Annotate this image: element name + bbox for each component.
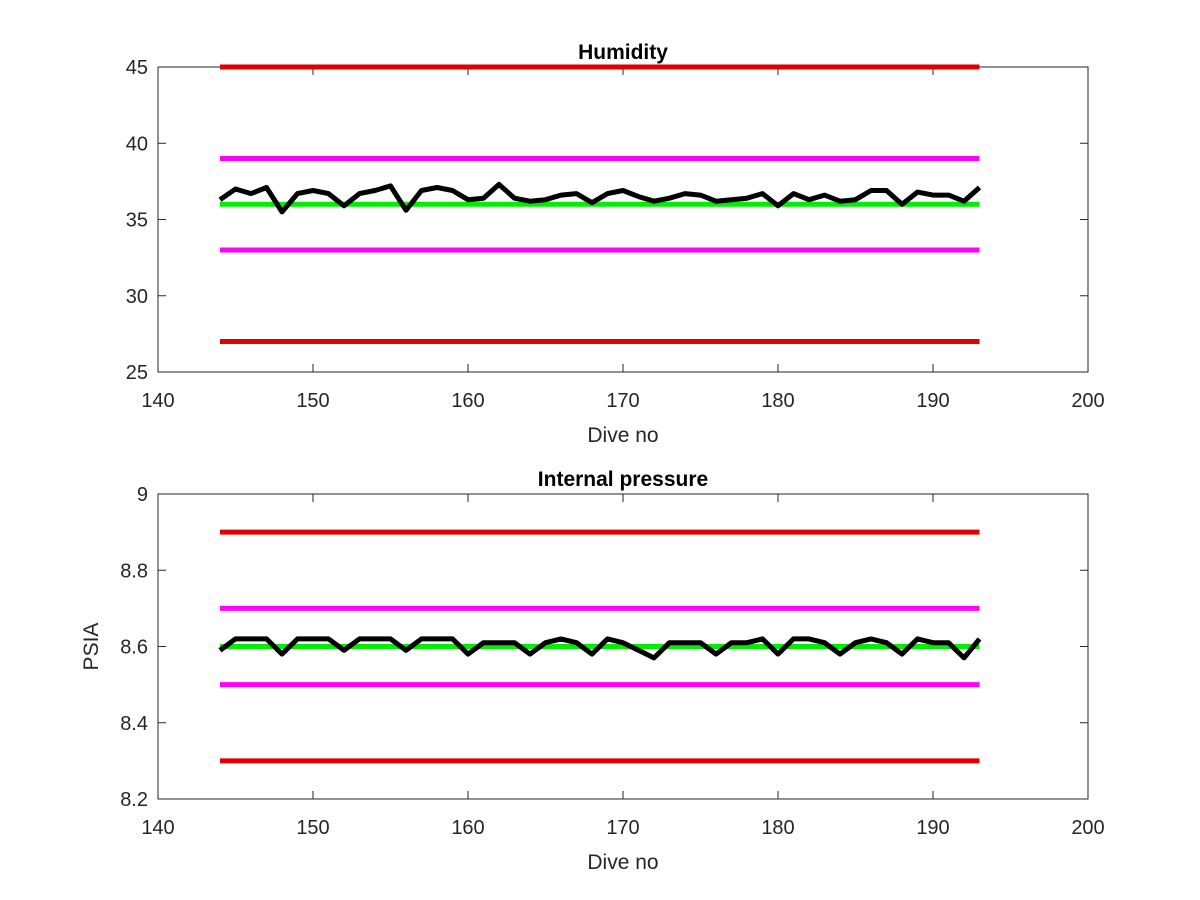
x-tick-label: 180 (761, 817, 794, 839)
y-tick-label: 8.6 (120, 637, 148, 659)
y-tick-label: 25 (126, 362, 148, 384)
series-line (218, 636, 982, 661)
x-tick-label: 200 (1071, 390, 1104, 412)
y-tick-label: 8.8 (120, 560, 148, 582)
humidity-subplot: 140 150 160 170 180 190 200 25 30 35 40 45 Humidity D… (126, 41, 1105, 447)
x-tick-label: 140 (141, 390, 174, 412)
axes-box (157, 66, 1089, 373)
y-axis-label: PSIA (80, 623, 103, 671)
x-tick-label: 150 (296, 817, 329, 839)
x-axis-label: Dive no (587, 424, 658, 447)
internal-pressure-subplot: 140 150 160 170 180 190 200 8.2 8.4 8.6 8.8 9 Intern… (80, 468, 1105, 874)
x-tick-label: 190 (916, 817, 949, 839)
y-tick-label: 9 (137, 484, 148, 506)
chart-title: Internal pressure (538, 468, 708, 491)
y-tick-label: 35 (126, 210, 148, 232)
y-tick-label: 40 (126, 133, 148, 155)
chart-title: Humidity (578, 41, 668, 64)
x-tick-label: 140 (141, 817, 174, 839)
y-tick-label: 45 (126, 57, 148, 79)
y-tick-label: 8.2 (120, 789, 148, 811)
y-tick-label: 30 (126, 286, 148, 308)
y-tick-label: 8.4 (120, 713, 148, 735)
x-tick-label: 200 (1071, 817, 1104, 839)
x-axis-label: Dive no (587, 851, 658, 874)
x-tick-label: 160 (451, 390, 484, 412)
x-tick-label: 170 (606, 817, 639, 839)
x-tick-label: 190 (916, 390, 949, 412)
x-tick-label: 150 (296, 390, 329, 412)
x-tick-label: 180 (761, 390, 794, 412)
x-tick-label: 160 (451, 817, 484, 839)
x-tick-label: 170 (606, 390, 639, 412)
series-line (218, 181, 982, 215)
